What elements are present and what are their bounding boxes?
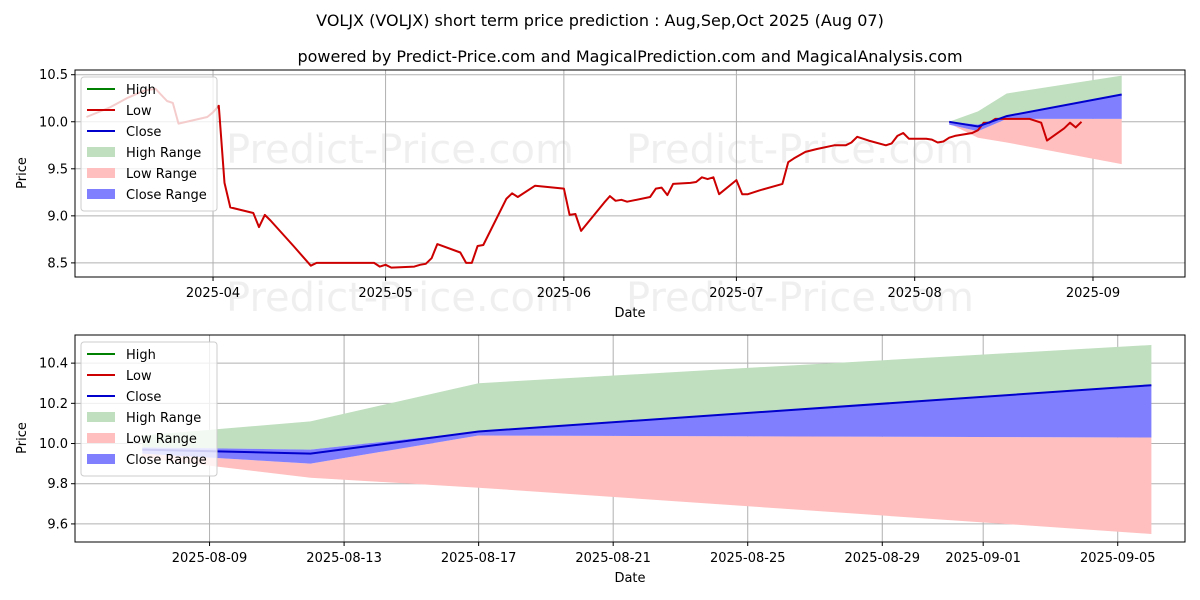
legend-high-range-label: High Range	[126, 411, 201, 426]
legend-high-range-swatch	[87, 147, 115, 157]
y-tick-label: 10.4	[39, 357, 68, 372]
x-tick-label: 2025-09	[1066, 286, 1120, 301]
bottom-forecast-bands	[142, 345, 1152, 534]
y-tick-label: 10.2	[39, 397, 68, 412]
top-xlabel: Date	[614, 306, 645, 321]
x-tick-label: 2025-09-05	[1080, 551, 1156, 566]
legend-low-label: Low	[126, 369, 152, 384]
low-price-line	[86, 87, 1083, 269]
legend-close-range-swatch	[87, 189, 115, 199]
bottom-xlabel: Date	[614, 571, 645, 586]
top-series-lines	[86, 87, 1122, 269]
x-tick-label: 2025-08-13	[306, 551, 382, 566]
x-tick-label: 2025-08-29	[844, 551, 920, 566]
y-tick-label: 10.0	[39, 437, 68, 452]
watermark-text: Predict-Price.com	[626, 275, 974, 321]
watermark-text: Predict-Price.com	[626, 127, 974, 173]
y-tick-label: 10.5	[39, 68, 68, 83]
high-range-band	[142, 345, 1152, 450]
top-plot-frame	[74, 69, 1186, 278]
top-axis-ticks: 8.5 9.0 9.5 10.0 10.5 2025-04 2025-05 2025-06 20…	[39, 68, 1120, 301]
x-tick-label: 2025-08	[888, 286, 942, 301]
bottom-panel: Predict-Price.com Predict-Price.com 9.69…	[15, 334, 1186, 586]
close-forecast-line	[949, 93, 1122, 128]
close-forecast-line	[142, 384, 1152, 455]
legend-close-range-label: Close Range	[126, 188, 207, 203]
legend-low-range-swatch	[87, 433, 115, 443]
legend-close-range-swatch	[87, 454, 115, 464]
chart-subtitle: powered by Predict-Price.com and Magical…	[297, 47, 962, 66]
low-range-band	[142, 435, 1152, 534]
high-range-band	[949, 75, 1122, 125]
y-tick-label: 10.0	[39, 115, 68, 130]
bottom-ylabel: Price	[15, 422, 30, 454]
legend-close-range-label: Close Range	[126, 453, 207, 468]
x-tick-label: 2025-04	[186, 286, 240, 301]
y-tick-label: 9.8	[47, 477, 68, 492]
legend-high-range-swatch	[87, 412, 115, 422]
x-tick-label: 2025-08-21	[575, 551, 651, 566]
x-tick-label: 2025-08-09	[172, 551, 248, 566]
x-tick-label: 2025-09-01	[945, 551, 1021, 566]
x-tick-label: 2025-06	[537, 286, 591, 301]
watermark-text: Predict-Price.com	[226, 127, 574, 173]
y-tick-label: 9.0	[47, 209, 68, 224]
legend-high-label: High	[126, 83, 156, 98]
legend-low-label: Low	[126, 104, 152, 119]
watermark-text: Predict-Price.com	[226, 275, 574, 321]
y-tick-label: 8.5	[47, 256, 68, 271]
x-tick-label: 2025-08-25	[710, 551, 786, 566]
legend-low-range-label: Low Range	[126, 167, 197, 182]
legend-close-label: Close	[126, 125, 161, 140]
legend-low-range-swatch	[87, 168, 115, 178]
x-tick-label: 2025-05	[358, 286, 412, 301]
y-tick-label: 9.5	[47, 162, 68, 177]
close-range-band	[142, 385, 1152, 464]
legend-high-range-label: High Range	[126, 146, 201, 161]
legend-high-label: High	[126, 348, 156, 363]
y-tick-label: 9.6	[47, 517, 68, 532]
legend-low-range-label: Low Range	[126, 432, 197, 447]
bottom-legend: High Low Close High Range Low Range Close Ran…	[80, 341, 218, 477]
top-grid	[75, 70, 1185, 277]
legend-close-label: Close	[126, 390, 161, 405]
x-tick-label: 2025-08-17	[441, 551, 517, 566]
bottom-series-lines	[142, 384, 1152, 455]
chart-title: VOLJX (VOLJX) short term price predictio…	[316, 11, 884, 30]
bottom-plot-frame	[74, 334, 1186, 543]
top-panel: Predict-Price.com Predict-Price.com Pred…	[15, 68, 1186, 321]
top-legend: High Low Close High Range Low Range Close Ran…	[80, 76, 218, 212]
top-ylabel: Price	[15, 157, 30, 189]
bottom-axis-ticks: 9.6 9.8 10.0 10.2 10.4 2025-08-09 2025-08-13 20…	[39, 357, 1155, 566]
low-range-band	[949, 118, 1122, 165]
x-tick-label: 2025-07	[709, 286, 763, 301]
